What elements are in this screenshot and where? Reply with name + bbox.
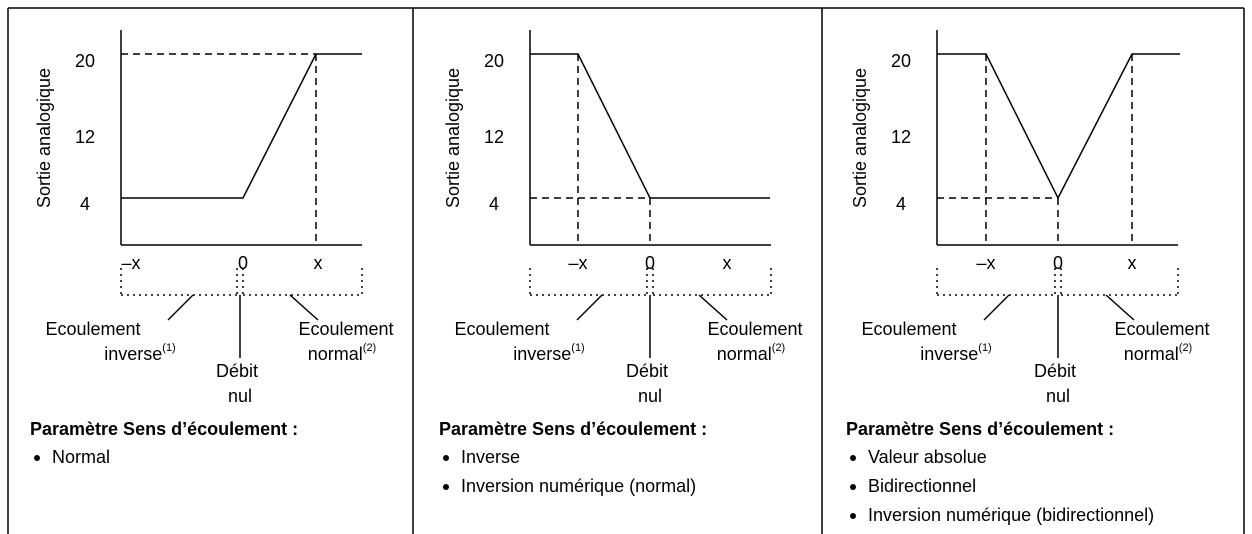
y-axis-label: Sortie analogique [34, 68, 54, 208]
output-curve [937, 53, 1180, 200]
parameter-option: Bidirectionnel [868, 476, 976, 496]
forward-flow-label: normal(2) [1124, 342, 1192, 364]
x-tick-label: x [723, 253, 732, 273]
bullet [850, 484, 856, 490]
parameter-heading: Paramètre Sens d’écoulement : [439, 419, 707, 439]
y-tick-label: 20 [484, 51, 504, 71]
reverse-flow-label: inverse(1) [920, 342, 991, 364]
reverse-flow-text: inverse [920, 344, 978, 364]
x-tick-label: 0 [645, 253, 655, 273]
parameter-option: Inversion numérique (normal) [461, 476, 696, 496]
y-tick-label: 4 [80, 194, 90, 214]
y-tick-label: 20 [891, 51, 911, 71]
reverse-flow-text: inverse [513, 344, 571, 364]
reverse-flow-note: (1) [162, 342, 175, 354]
x-tick-label: 0 [238, 253, 248, 273]
forward-flow-label: normal(2) [717, 342, 785, 364]
forward-flow-label: Ecoulement [298, 319, 393, 339]
reverse-flow-note: (1) [571, 342, 584, 354]
parameter-option: Normal [52, 447, 110, 467]
bullet [443, 455, 449, 461]
zero-flow-label: nul [1046, 386, 1070, 406]
forward-flow-text: normal [717, 344, 772, 364]
forward-flow-text: normal [1124, 344, 1179, 364]
y-tick-label: 12 [891, 127, 911, 147]
zero-flow-label: nul [638, 386, 662, 406]
parameter-heading: Paramètre Sens d’écoulement : [846, 419, 1114, 439]
reverse-flow-label: Ecoulement [45, 319, 140, 339]
leader [576, 294, 603, 321]
forward-flow-label: Ecoulement [707, 319, 802, 339]
y-tick-label: 12 [75, 127, 95, 147]
forward-flow-text: normal [308, 344, 363, 364]
bullet [34, 455, 40, 461]
x-tick-label: –x [568, 253, 587, 273]
bullet [443, 484, 449, 490]
zero-flow-label: Débit [1034, 361, 1076, 381]
reverse-flow-label: Ecoulement [454, 319, 549, 339]
x-tick-label: –x [121, 253, 140, 273]
forward-flow-note: (2) [772, 342, 785, 354]
y-axis-label: Sortie analogique [443, 68, 463, 208]
reverse-flow-label: inverse(1) [104, 342, 175, 364]
zero-flow-label: nul [228, 386, 252, 406]
y-tick-label: 4 [896, 194, 906, 214]
parameter-option: Inverse [461, 447, 520, 467]
parameter-option: Inversion numérique (bidirectionnel) [868, 505, 1154, 525]
output-curve [530, 53, 770, 199]
parameter-option: Valeur absolue [868, 447, 987, 467]
forward-flow-label: normal(2) [308, 342, 376, 364]
reverse-flow-label: inverse(1) [513, 342, 584, 364]
x-tick-label: x [1128, 253, 1137, 273]
leader [698, 294, 728, 321]
leader [983, 294, 1010, 321]
x-tick-label: 0 [1053, 253, 1063, 273]
forward-flow-label: Ecoulement [1114, 319, 1209, 339]
reverse-flow-label: Ecoulement [861, 319, 956, 339]
x-tick-label: x [314, 253, 323, 273]
leader [167, 294, 194, 321]
x-tick-label: –x [976, 253, 995, 273]
reverse-flow-text: inverse [104, 344, 162, 364]
y-tick-label: 20 [75, 51, 95, 71]
forward-flow-note: (2) [1179, 342, 1192, 354]
leader [289, 294, 319, 321]
y-tick-label: 4 [489, 194, 499, 214]
reverse-flow-note: (1) [978, 342, 991, 354]
output-curve [121, 53, 362, 199]
bullet [850, 513, 856, 519]
zero-flow-label: Débit [626, 361, 668, 381]
bullet [850, 455, 856, 461]
forward-flow-note: (2) [363, 342, 376, 354]
y-tick-label: 12 [484, 127, 504, 147]
parameter-heading: Paramètre Sens d’écoulement : [30, 419, 298, 439]
zero-flow-label: Débit [216, 361, 258, 381]
y-axis-label: Sortie analogique [850, 68, 870, 208]
leader [1105, 294, 1135, 321]
